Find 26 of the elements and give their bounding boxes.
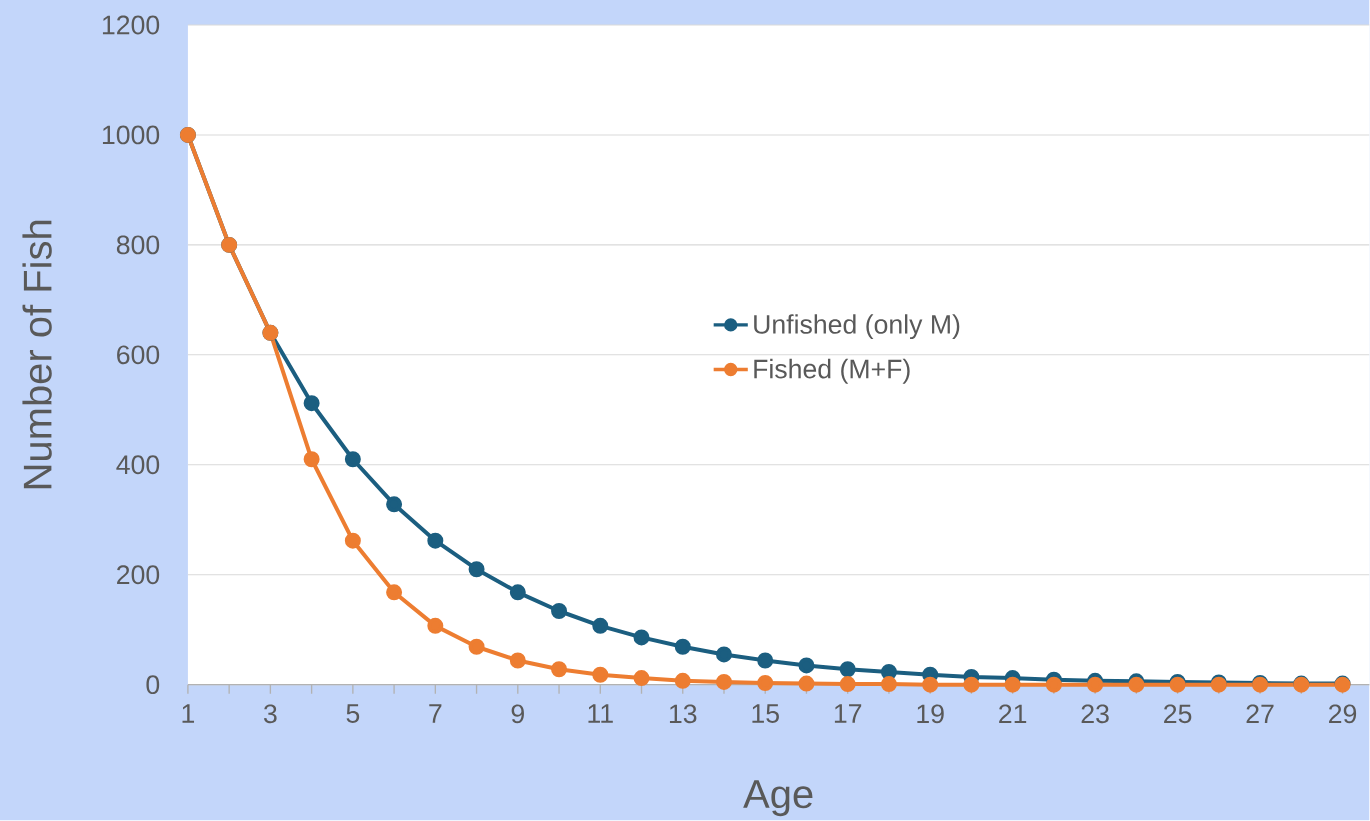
y-axis-title: Number of Fish	[22, 221, 52, 489]
x-tick-label: 1	[182, 704, 195, 723]
x-tick-label: 29	[1329, 704, 1357, 724]
x-tick-label: 3	[264, 704, 277, 724]
x-tick-label: 17	[834, 704, 862, 723]
x-tick-label: 11	[588, 704, 613, 723]
y-tick-label: 1200	[102, 15, 160, 35]
legend-label: Unfished (only M)	[754, 314, 960, 340]
y-tick-label: 600	[117, 345, 160, 365]
x-tick-label: 5	[346, 704, 360, 724]
y-tick-label: 800	[116, 235, 160, 255]
x-tick-label: 13	[669, 704, 697, 724]
x-tick-label: 15	[752, 704, 779, 724]
y-tick-label: 400	[116, 455, 160, 475]
x-tick-label: 21	[999, 704, 1027, 724]
x-tick-label: 25	[1164, 704, 1192, 724]
legend-label: Fished (M+F)	[754, 359, 910, 384]
x-axis-title: Age	[743, 780, 813, 817]
y-tick-label: 1000	[102, 125, 160, 145]
y-tick-label: 200	[117, 565, 160, 585]
x-tick-label: 19	[917, 704, 944, 724]
x-tick-label: 7	[429, 704, 442, 723]
x-tick-label: 9	[511, 704, 524, 724]
x-tick-label: 27	[1246, 704, 1274, 724]
y-tick-label: 0	[146, 675, 160, 695]
x-tick-label: 23	[1081, 704, 1109, 724]
